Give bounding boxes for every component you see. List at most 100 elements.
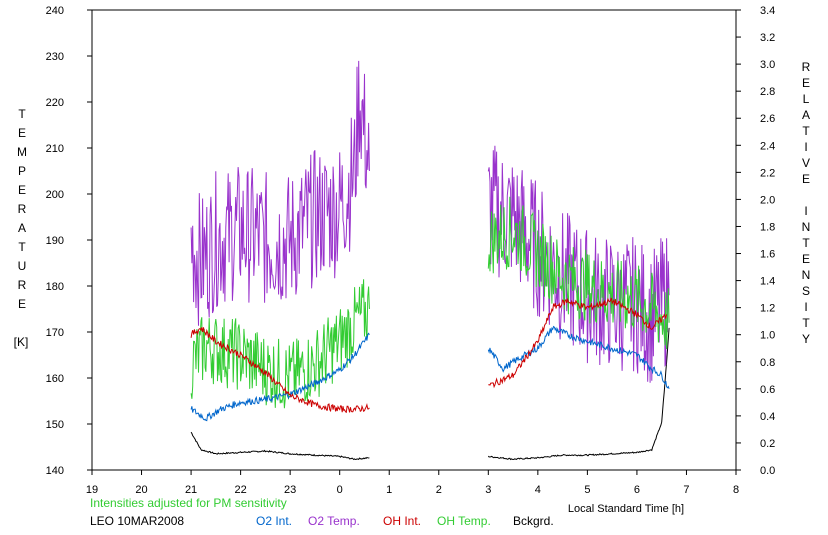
y-left-label-char: E xyxy=(17,297,26,311)
series-line xyxy=(487,145,670,383)
series-lines xyxy=(190,60,670,461)
x-axis-label: Local Standard Time [h] xyxy=(568,503,684,515)
y-left-tick-label: 200 xyxy=(46,189,64,201)
footer-note: Intensities adjusted for PM sensitivity xyxy=(90,496,287,510)
y-right-label-char: E xyxy=(801,252,810,266)
footer-station: LEO 10MAR2008 xyxy=(90,514,185,528)
y-left-tick-label: 190 xyxy=(46,235,64,247)
y-right-tick-label: 2.6 xyxy=(760,113,775,125)
y-right-label-char: T xyxy=(802,236,810,250)
series-line xyxy=(487,327,670,461)
y-left-label-char: T xyxy=(18,240,26,254)
y-right-tick-label: 3.4 xyxy=(760,5,775,17)
x-tick-label: 4 xyxy=(535,484,541,496)
y-right-tick-label: 1.4 xyxy=(760,276,775,288)
y-right-tick-label: 0.6 xyxy=(760,384,775,396)
y-left-axis-label: T E M P E R A T U R E [K] xyxy=(14,105,30,352)
legend-item: OH Int. xyxy=(383,514,422,528)
y-right-tick-label: 0.4 xyxy=(760,411,775,423)
y-left-label-char: T xyxy=(18,107,26,121)
y-right-label-char: E xyxy=(801,172,810,186)
series-line xyxy=(488,297,668,389)
y-left-axis-ticks: 140 150 160 170 180 190 200 210 220 230 240 xyxy=(46,5,92,477)
x-tick-label: 1 xyxy=(386,484,392,496)
y-right-tick-label: 3.2 xyxy=(760,32,775,44)
y-left-tick-label: 230 xyxy=(46,51,64,63)
x-tick-label: 3 xyxy=(485,484,491,496)
y-right-label-char: T xyxy=(802,124,810,138)
y-left-tick-label: 210 xyxy=(46,143,64,155)
y-right-tick-label: 0.8 xyxy=(760,357,775,369)
legend-item: O2 Int. xyxy=(256,514,293,528)
series-line xyxy=(190,60,370,326)
y-left-label-char: [K] xyxy=(13,335,29,349)
y-left-label-char: R xyxy=(17,278,27,292)
y-right-label-char: S xyxy=(801,284,810,298)
y-left-label-char: R xyxy=(17,202,27,216)
x-tick-label: 6 xyxy=(634,484,640,496)
y-right-label-char: N xyxy=(801,220,811,234)
y-right-tick-label: 2.4 xyxy=(760,140,775,152)
y-left-label-char: M xyxy=(17,145,27,159)
y-left-tick-label: 170 xyxy=(46,327,64,339)
y-right-label-char xyxy=(798,186,814,202)
y-right-label-char: L xyxy=(802,92,810,106)
series-line xyxy=(487,325,670,389)
legend-item: O2 Temp. xyxy=(308,514,360,528)
x-tick-label: 22 xyxy=(234,484,246,496)
y-left-tick-label: 220 xyxy=(46,97,64,109)
series-line xyxy=(190,431,370,461)
y-right-label-char: R xyxy=(801,60,811,74)
y-right-label-char: A xyxy=(801,108,810,122)
x-tick-label: 21 xyxy=(185,484,197,496)
x-tick-label: 7 xyxy=(683,484,689,496)
y-right-tick-label: 2.2 xyxy=(760,167,775,179)
y-left-tick-label: 180 xyxy=(46,281,64,293)
y-right-label-char: I xyxy=(804,300,808,314)
legend-item: Bckgrd. xyxy=(513,514,554,528)
y-right-tick-label: 0.2 xyxy=(760,438,775,450)
series-line xyxy=(487,196,670,350)
y-left-label-char: U xyxy=(17,259,27,273)
series-line xyxy=(190,332,370,422)
x-tick-label: 19 xyxy=(86,484,98,496)
y-right-label-char: Y xyxy=(801,332,810,346)
y-right-label-char: I xyxy=(804,140,808,154)
y-left-label-char: E xyxy=(17,126,26,140)
y-left-label-char: P xyxy=(17,164,26,178)
y-left-label-char xyxy=(14,314,30,333)
y-left-label-char: A xyxy=(17,221,26,235)
y-left-tick-label: 160 xyxy=(46,373,64,385)
y-right-tick-label: 3.0 xyxy=(760,59,775,71)
y-left-tick-label: 140 xyxy=(46,465,64,477)
y-right-label-char: N xyxy=(801,268,811,282)
y-right-label-char: I xyxy=(804,204,808,218)
y-right-tick-label: 1.0 xyxy=(760,330,775,342)
legend-item: OH Temp. xyxy=(437,514,491,528)
x-tick-label: 23 xyxy=(284,484,296,496)
series-line xyxy=(190,279,370,409)
y-right-label-char: T xyxy=(802,316,810,330)
x-tick-label: 5 xyxy=(584,484,590,496)
y-right-label-char: V xyxy=(801,156,810,170)
x-tick-label: 2 xyxy=(436,484,442,496)
series-line xyxy=(190,327,370,414)
x-tick-label: 8 xyxy=(733,484,739,496)
y-right-tick-label: 2.8 xyxy=(760,86,775,98)
x-tick-label: 0 xyxy=(337,484,343,496)
plot-frame xyxy=(91,9,737,471)
x-axis-ticks: 19 20 21 22 23 0 1 2 3 4 5 6 7 8 xyxy=(86,470,739,496)
x-tick-label: 20 xyxy=(135,484,147,496)
y-right-tick-label: 0.0 xyxy=(760,465,775,477)
y-left-tick-label: 150 xyxy=(46,419,64,431)
y-left-label-char: E xyxy=(17,183,26,197)
y-right-tick-label: 1.6 xyxy=(760,249,775,261)
y-right-axis-ticks: 0.0 0.2 0.4 0.6 0.8 1.0 1.2 1.4 1.6 1.8 2.0 2.2 2.4 2… xyxy=(736,5,775,477)
y-right-tick-label: 1.8 xyxy=(760,221,775,233)
y-right-label-char: E xyxy=(801,76,810,90)
y-left-tick-label: 240 xyxy=(46,5,64,17)
y-right-tick-label: 1.2 xyxy=(760,303,775,315)
y-right-tick-label: 2.0 xyxy=(760,194,775,206)
